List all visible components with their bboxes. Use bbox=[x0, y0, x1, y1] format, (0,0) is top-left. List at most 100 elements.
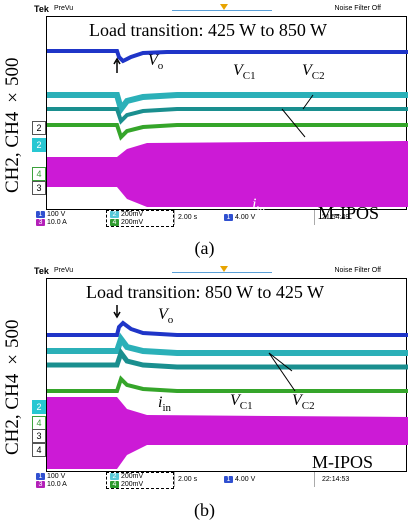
ch3-value: 10.0 A bbox=[47, 481, 67, 488]
y-axis-label: CH2, CH4 ×500 bbox=[2, 319, 23, 455]
green-trace bbox=[47, 123, 408, 141]
highlight-box bbox=[106, 210, 174, 227]
clock: 21:54:49 bbox=[322, 214, 350, 221]
vc2-letter: V bbox=[302, 62, 312, 79]
ch1-value: 100 V bbox=[47, 211, 66, 218]
trigger-setting: 1 4.00 V bbox=[222, 476, 257, 483]
caption-b: (b) bbox=[194, 500, 215, 520]
pointer-line bbox=[281, 108, 306, 138]
channel-marker: 2 bbox=[32, 400, 46, 414]
ch2-value: 200mV bbox=[121, 211, 144, 218]
green-trace bbox=[47, 375, 408, 393]
trigger-position-icon bbox=[220, 266, 228, 272]
pointer-line bbox=[302, 94, 314, 110]
ch2-setting: 2 200mV bbox=[108, 211, 145, 218]
transition-title: Load transition: 425 W to 850 W bbox=[89, 20, 327, 40]
ch2-setting: 2 200mV bbox=[108, 473, 145, 480]
vc2-letter: V bbox=[292, 392, 302, 409]
iin-label: iin bbox=[252, 196, 265, 216]
iin-trace bbox=[47, 141, 408, 207]
trigger-value: 4.00 V bbox=[235, 476, 256, 483]
transition-title: Load transition: 850 W to 425 W bbox=[86, 282, 324, 302]
pointer-line bbox=[268, 352, 296, 392]
iin-letter: i bbox=[252, 196, 257, 213]
trigger-position-icon bbox=[220, 4, 228, 10]
brand-label: Tek bbox=[34, 266, 49, 276]
ch2-value: 200mV bbox=[121, 473, 144, 480]
vo-subscript: o bbox=[157, 60, 164, 73]
channel-marker: 4 bbox=[32, 443, 46, 457]
vc1-subscript: C1 bbox=[239, 400, 253, 413]
waveform-display bbox=[46, 278, 408, 472]
vo-label: Vo bbox=[158, 306, 173, 326]
clock: 22:14:53 bbox=[322, 476, 350, 483]
mode-label: PreVu bbox=[54, 5, 74, 12]
vc1-trace bbox=[47, 107, 408, 125]
oscilloscope: Tek PreVu Noise Filter Off 2 2 4 3 bbox=[32, 4, 408, 227]
arrow-icon bbox=[113, 57, 121, 65]
ch4-setting: 4 200mV bbox=[108, 481, 145, 488]
scope-top-bar: Tek PreVu Noise Filter Off bbox=[32, 266, 407, 278]
vc1-subscript: C1 bbox=[242, 70, 256, 83]
vc2-label: VC2 bbox=[302, 62, 325, 82]
vo-trace bbox=[47, 49, 408, 64]
ch1-setting: 1 100 V bbox=[34, 473, 67, 480]
ch1-value: 100 V bbox=[47, 473, 66, 480]
channel-marker: 4 bbox=[32, 416, 46, 430]
trigger-value: 4.00 V bbox=[235, 214, 256, 221]
pointer-line bbox=[268, 352, 293, 372]
channel-marker: 3 bbox=[32, 181, 46, 195]
scope-panel-a: CH2, CH4 ×500 Tek PreVu Noise Filter Off… bbox=[0, 0, 409, 262]
vc1-label: VC1 bbox=[230, 392, 253, 412]
vc2-label: VC2 bbox=[292, 392, 315, 412]
ipos-label: M-IPOS bbox=[318, 203, 380, 223]
timebase: 2.00 s bbox=[178, 476, 198, 483]
vc1-trace bbox=[47, 347, 408, 370]
iin-letter: i bbox=[158, 394, 163, 411]
caption-a: (a) bbox=[194, 238, 215, 258]
ch4-value: 200mV bbox=[121, 219, 144, 226]
channel-marker: 3 bbox=[32, 429, 46, 443]
channel-marker: 2 bbox=[32, 138, 46, 152]
vo-trace bbox=[47, 320, 408, 337]
highlight-box bbox=[106, 472, 174, 489]
trigger-setting: 1 4.00 V bbox=[222, 214, 257, 221]
trigger-position-line bbox=[172, 10, 272, 11]
vc1-letter: V bbox=[230, 392, 240, 409]
ch4-setting: 4 200mV bbox=[108, 219, 145, 226]
vc1-label: VC1 bbox=[233, 62, 256, 82]
waveform-display bbox=[46, 16, 408, 210]
vc2-trace bbox=[47, 332, 408, 356]
scope-bottom-bar: 1 100 V 3 10.0 A 2 200mV 4 200mV 2.00 s 1 4.0… bbox=[32, 210, 407, 227]
scope-bottom-bar: 1 100 V 3 10.0 A 2 200mV 4 200mV 2.00 s 1 4.0… bbox=[32, 472, 407, 489]
ipos-label: M-IPOS bbox=[312, 452, 374, 472]
channel-marker: 2 bbox=[32, 121, 46, 135]
ch3-setting: 3 10.0 A bbox=[34, 219, 69, 226]
iin-trace bbox=[47, 397, 408, 469]
iin-label: iin bbox=[158, 394, 171, 414]
ch1-setting: 1 100 V bbox=[34, 211, 67, 218]
iin-subscript: in bbox=[256, 204, 266, 217]
scope-top-bar: Tek PreVu Noise Filter Off bbox=[32, 4, 407, 16]
vc2-subscript: C2 bbox=[301, 400, 315, 413]
channel-marker: 4 bbox=[32, 167, 46, 181]
timebase: 2.00 s bbox=[178, 214, 198, 221]
noise-filter-label: Noise Filter Off bbox=[334, 5, 381, 12]
waveform-plot bbox=[47, 305, 408, 469]
oscilloscope: Tek PreVu Noise Filter Off 2 4 3 4 bbox=[32, 266, 408, 489]
vo-subscript: o bbox=[167, 314, 174, 327]
brand-label: Tek bbox=[34, 4, 49, 14]
vo-label: Vo bbox=[148, 52, 163, 72]
arrow-icon bbox=[113, 311, 121, 319]
vc2-subscript: C2 bbox=[311, 70, 325, 83]
iin-subscript: in bbox=[162, 402, 172, 415]
vo-letter: V bbox=[148, 52, 158, 69]
vo-letter: V bbox=[158, 306, 168, 323]
vc1-letter: V bbox=[233, 62, 243, 79]
ch3-setting: 3 10.0 A bbox=[34, 481, 69, 488]
ch3-value: 10.0 A bbox=[47, 219, 67, 226]
ch4-value: 200mV bbox=[121, 481, 144, 488]
vc2-trace bbox=[47, 92, 408, 116]
noise-filter-label: Noise Filter Off bbox=[334, 267, 381, 274]
trigger-position-line bbox=[172, 272, 272, 273]
